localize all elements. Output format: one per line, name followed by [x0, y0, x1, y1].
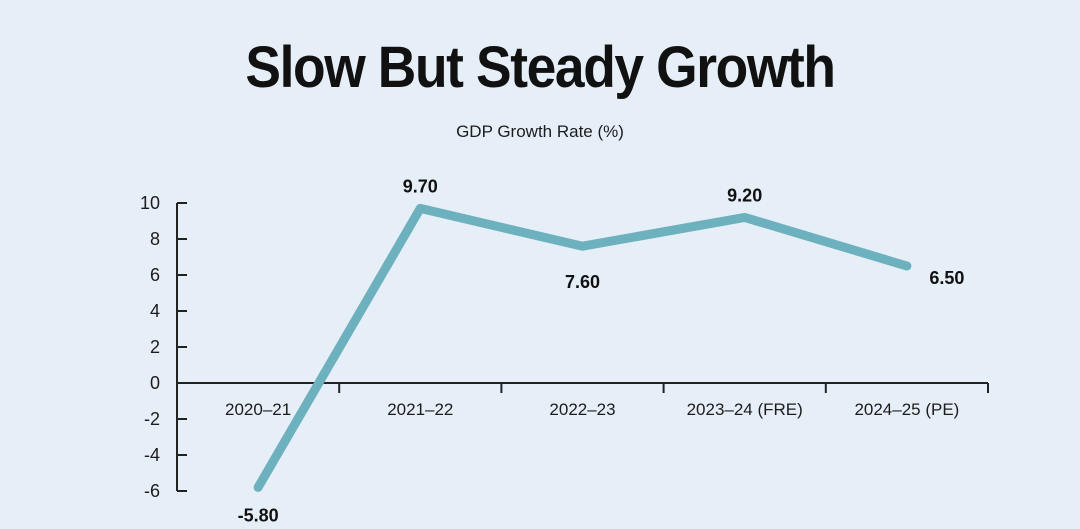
x-category-label: 2021–22 [387, 400, 453, 419]
chart-subtitle: GDP Growth Rate (%) [456, 122, 624, 141]
chart-title: Slow But Steady Growth [245, 35, 836, 100]
x-category-label: 2022–23 [549, 400, 615, 419]
x-axis: 2020–21 2021–22 2022–23 2023–24 (FRE) 2024–2… [176, 382, 989, 419]
y-tick-label: -6 [144, 481, 160, 501]
x-category-label: 2023–24 (FRE) [687, 400, 803, 419]
x-category-label: 2024–25 (PE) [854, 400, 959, 419]
series-line [253, 203, 912, 492]
y-tick-label: 2 [150, 337, 160, 357]
data-label: 7.60 [565, 272, 600, 292]
data-label: -5.80 [238, 505, 279, 525]
x-category-label: 2020–21 [225, 400, 291, 419]
data-label: 9.70 [403, 176, 438, 196]
y-tick-label: 8 [150, 229, 160, 249]
y-tick-label: 4 [150, 301, 160, 321]
data-labels: -5.80 9.70 7.60 9.20 6.50 [238, 176, 965, 525]
data-label: 9.20 [727, 185, 762, 205]
y-axis: 10 8 6 4 2 0 -2 -4 -6 [140, 193, 187, 501]
y-tick-label: 10 [140, 193, 160, 213]
data-label: 6.50 [929, 268, 964, 288]
y-tick-label: -2 [144, 409, 160, 429]
y-tick-label: 0 [150, 373, 160, 393]
series-line-group [253, 203, 912, 492]
y-tick-label: 6 [150, 265, 160, 285]
y-tick-label: -4 [144, 445, 160, 465]
